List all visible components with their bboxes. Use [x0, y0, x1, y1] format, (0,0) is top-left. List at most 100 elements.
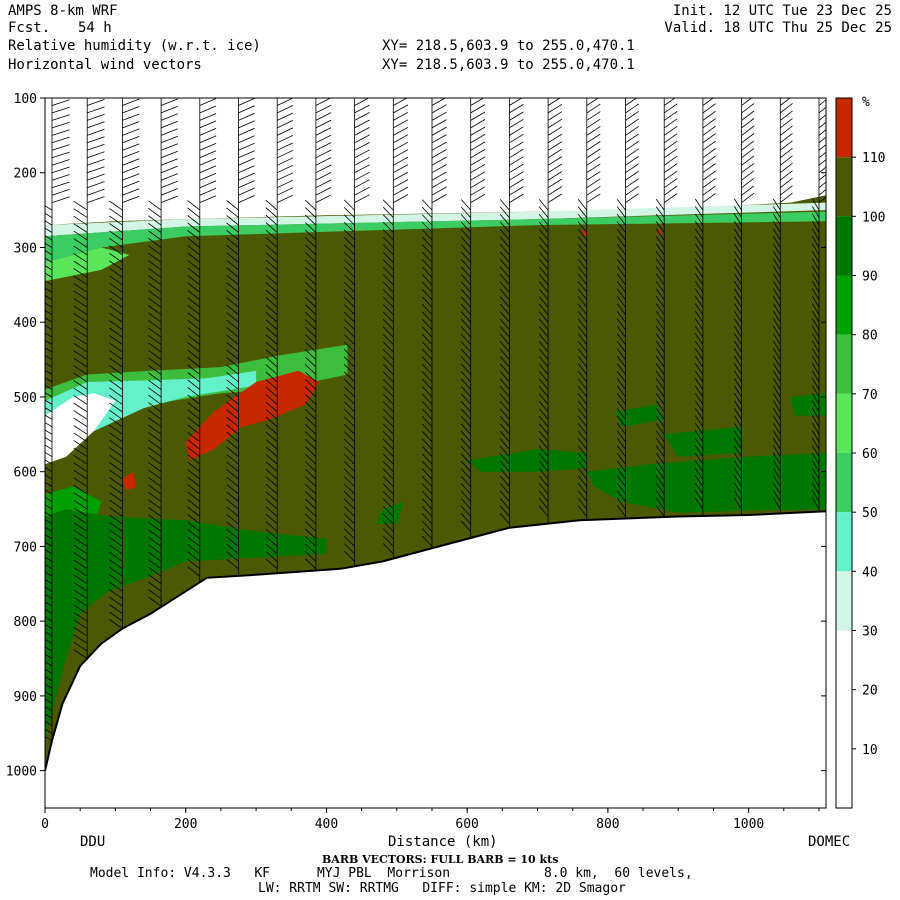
colorbar-label-2: 30	[862, 625, 878, 640]
plot-clip-group	[45, 98, 826, 808]
wind-barb-path-14	[577, 98, 601, 520]
x-axis-label: Distance (km)	[388, 834, 498, 850]
rh-region-17	[122, 471, 137, 491]
wind-barb-column-14	[577, 98, 601, 520]
wind-barb-path-3	[148, 98, 178, 607]
field-title-1: Relative humidity (w.r.t. ice)	[8, 38, 261, 54]
x-tick-label-2: 400	[315, 817, 338, 832]
wind-barb-column-0	[45, 98, 70, 742]
y-tick-label-2: 300	[14, 241, 37, 256]
wind-barb-column-13	[538, 98, 563, 524]
y-tick-label-3: 400	[14, 316, 37, 331]
wind-barb-column-5	[226, 98, 255, 576]
wind-barbs	[45, 98, 826, 742]
wind-barb-column-16	[655, 98, 678, 518]
wind-barb-path-9	[382, 98, 409, 559]
colorbar-label-0: 10	[862, 743, 878, 758]
colorbar-segment-6	[836, 453, 852, 513]
wind-barb-column-9	[382, 98, 409, 559]
wind-barb-column-12	[499, 98, 524, 528]
xy-coords-2: XY= 218.5,603.9 to 255.0,470.1	[382, 57, 635, 73]
x-tick-label-3: 600	[455, 817, 478, 832]
colorbar-segment-2	[836, 216, 852, 276]
colorbar-label-4: 50	[862, 506, 878, 521]
colorbar-segment-0	[836, 98, 852, 158]
wind-barb-path-8	[343, 98, 370, 567]
rh-region-1	[45, 98, 826, 226]
terrain-outline	[45, 510, 826, 771]
wind-barb-path-11	[460, 98, 486, 538]
colorbar: 10 20 30 40 50 60 70 80 90 100 110%	[835, 95, 885, 809]
colorbar-segment-11	[836, 748, 852, 808]
forecast-value: 54 h	[78, 20, 112, 36]
wind-barb-column-19	[772, 98, 793, 514]
rh-region-6	[45, 370, 257, 457]
x-tick-label-5: 1000	[733, 817, 764, 832]
wind-barb-column-7	[304, 98, 332, 571]
rh-region-11	[467, 449, 587, 472]
right-endpoint-label: DOMEC	[808, 834, 851, 850]
y-tick-label-4: 500	[14, 391, 37, 406]
wind-barb-path-15	[616, 98, 639, 519]
colorbar-segment-7	[836, 512, 852, 572]
wind-barb-column-8	[343, 98, 370, 567]
colorbar-label-1: 20	[862, 684, 878, 699]
rh-region-3	[45, 211, 826, 263]
terrain-fill	[45, 511, 826, 808]
colorbar-segment-4	[836, 334, 852, 394]
rh-region-9	[45, 509, 327, 741]
rh-region-15	[790, 393, 826, 416]
wind-barb-column-18	[733, 98, 755, 516]
colorbar-label-9: 100	[862, 210, 885, 225]
colorbar-segment-10	[836, 689, 852, 749]
colorbar-segment-1	[836, 157, 852, 217]
model-title: AMPS 8-km WRF	[8, 3, 118, 19]
y-tick-label-9: 1000	[6, 765, 37, 780]
wind-barb-path-20	[811, 98, 826, 512]
wind-barb-column-10	[421, 98, 447, 549]
wind-barb-path-19	[772, 98, 793, 514]
colorbar-unit: %	[862, 95, 870, 110]
y-tick-label-6: 700	[14, 540, 37, 555]
wind-barb-path-4	[187, 98, 217, 583]
x-tick-label-1: 200	[174, 817, 197, 832]
wind-barb-column-4	[187, 98, 217, 583]
colorbar-segment-9	[836, 630, 852, 690]
wind-barb-column-2	[109, 98, 140, 629]
wind-barb-column-20	[811, 98, 826, 512]
field-title-2: Horizontal wind vectors	[8, 57, 202, 73]
physics-info: LW: RRTM SW: RRTMG DIFF: simple KM: 2D S…	[258, 881, 626, 896]
init-time: Init. 12 UTC Tue 23 Dec 25	[672, 3, 892, 19]
wind-barb-path-7	[304, 98, 332, 571]
rh-region-13	[614, 404, 665, 427]
colorbar-label-5: 60	[862, 447, 878, 462]
wind-barb-column-11	[460, 98, 486, 538]
rh-region-10	[586, 453, 826, 513]
wind-barb-path-18	[733, 98, 755, 516]
axes: 100 200 300 400 500 600 700 800 900 1000 0 200 400 60…	[6, 92, 827, 832]
wind-barb-path-17	[694, 98, 716, 516]
plot-frame	[44, 97, 827, 809]
colorbar-segment-8	[836, 571, 852, 631]
y-tick-label-8: 900	[14, 690, 37, 705]
colorbar-label-3: 40	[862, 565, 878, 580]
x-tick-label-0: 0	[41, 817, 49, 832]
wind-barb-column-6	[265, 98, 294, 574]
rh-region-2	[45, 202, 826, 237]
wind-barb-column-1	[73, 98, 105, 659]
y-tick-label-1: 200	[14, 167, 37, 182]
rh-region-19	[657, 228, 662, 235]
valid-time: Valid. 18 UTC Thu 25 Dec 25	[664, 20, 892, 36]
wind-barb-path-2	[109, 98, 140, 629]
plot-area	[45, 98, 826, 808]
wind-barb-path-0	[45, 98, 70, 742]
y-tick-label-0: 100	[14, 92, 37, 107]
colorbar-label-6: 70	[862, 388, 878, 403]
colorbar-label-7: 80	[862, 329, 878, 344]
wind-barb-column-17	[694, 98, 716, 516]
left-endpoint-label: DDU	[80, 834, 106, 850]
wind-barb-path-5	[226, 98, 255, 576]
wind-barb-column-3	[148, 98, 178, 607]
wind-barb-path-1	[73, 98, 105, 659]
wind-barb-path-16	[655, 98, 678, 518]
